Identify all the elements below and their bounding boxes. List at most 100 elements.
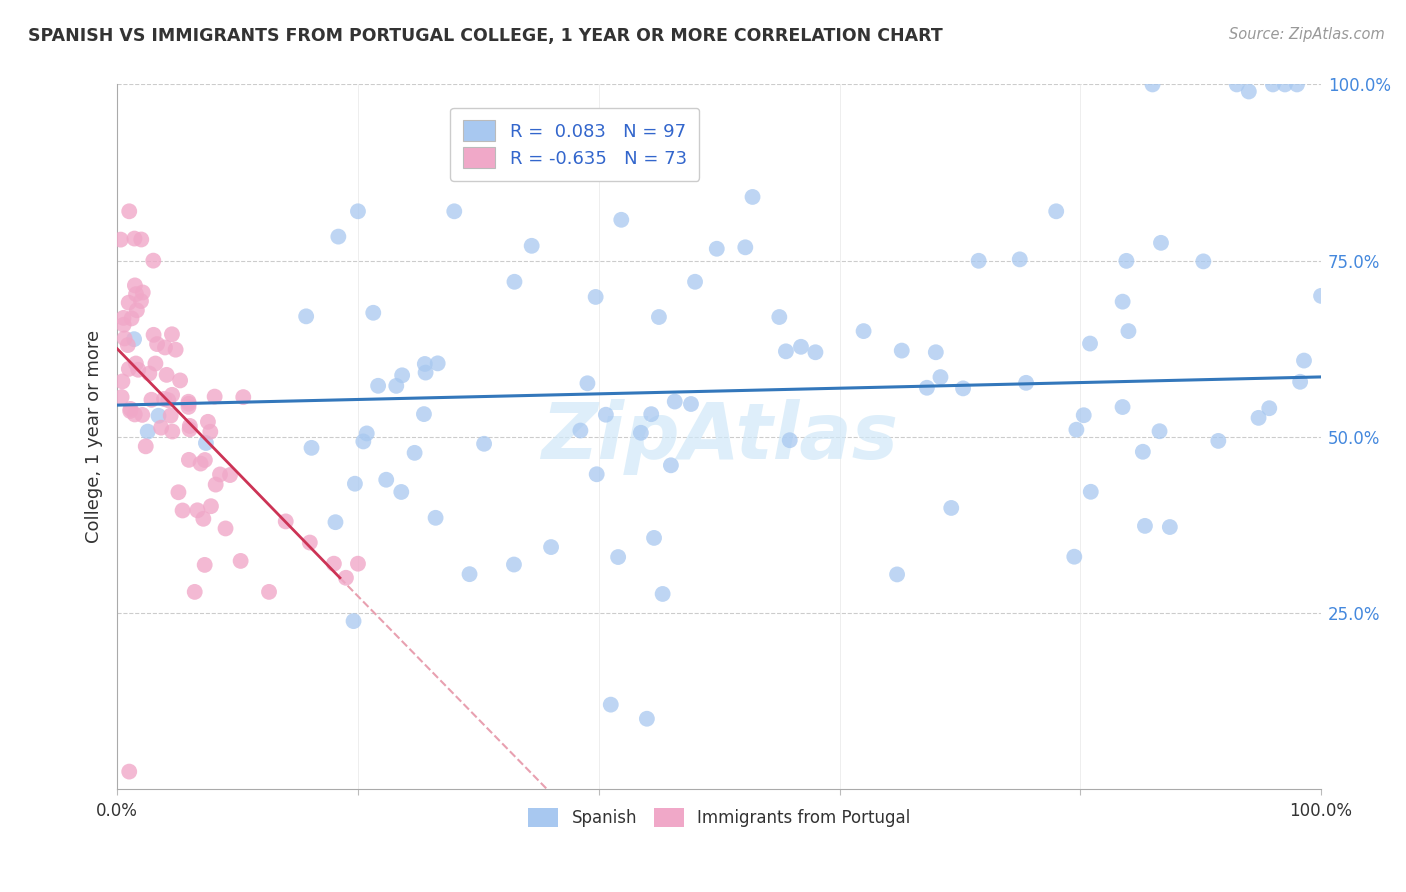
Point: [1015, 376, 1038, 390]
Point: [1292, 353, 1315, 368]
Point: [177, 397, 200, 411]
Point: [111, 375, 134, 389]
Point: [1118, 324, 1140, 338]
Point: [1285, 78, 1308, 92]
Point: [1142, 78, 1164, 92]
Point: [328, 229, 350, 244]
Point: [890, 343, 912, 358]
Point: [150, 420, 173, 434]
Point: [162, 425, 184, 439]
Point: [915, 381, 938, 395]
Point: [142, 253, 165, 268]
Point: [1073, 408, 1095, 422]
Point: [443, 204, 465, 219]
Point: [804, 345, 827, 359]
Point: [274, 515, 297, 529]
Point: [651, 587, 673, 601]
Point: [190, 457, 212, 471]
Point: [352, 434, 374, 449]
Point: [426, 356, 449, 370]
Point: [779, 434, 801, 448]
Point: [458, 567, 481, 582]
Text: SPANISH VS IMMIGRANTS FROM PORTUGAL COLLEGE, 1 YEAR OR MORE CORRELATION CHART: SPANISH VS IMMIGRANTS FROM PORTUGAL COLL…: [28, 27, 943, 45]
Point: [214, 521, 236, 535]
Point: [120, 404, 142, 418]
Point: [257, 585, 280, 599]
Point: [375, 473, 398, 487]
Point: [132, 285, 155, 300]
Point: [741, 190, 763, 204]
Point: [160, 388, 183, 402]
Point: [183, 585, 205, 599]
Point: [232, 390, 254, 404]
Point: [1208, 434, 1230, 448]
Point: [648, 310, 671, 324]
Point: [1159, 520, 1181, 534]
Point: [356, 426, 378, 441]
Point: [630, 425, 652, 440]
Point: [179, 422, 201, 436]
Point: [169, 373, 191, 387]
Point: [1192, 254, 1215, 268]
Point: [157, 393, 180, 408]
Point: [790, 340, 813, 354]
Point: [640, 407, 662, 421]
Point: [343, 476, 366, 491]
Point: [177, 394, 200, 409]
Point: [194, 436, 217, 450]
Point: [124, 278, 146, 293]
Point: [413, 357, 436, 371]
Point: [683, 275, 706, 289]
Point: [229, 554, 252, 568]
Point: [153, 392, 176, 406]
Point: [1274, 78, 1296, 92]
Point: [114, 331, 136, 345]
Point: [197, 415, 219, 429]
Point: [111, 390, 134, 404]
Point: [148, 409, 170, 423]
Point: [361, 306, 384, 320]
Point: [1289, 375, 1312, 389]
Point: [145, 357, 167, 371]
Point: [659, 458, 682, 473]
Point: [585, 290, 607, 304]
Point: [576, 376, 599, 391]
Point: [347, 557, 370, 571]
Point: [142, 327, 165, 342]
Point: [607, 549, 630, 564]
Point: [1310, 289, 1333, 303]
Point: [610, 212, 633, 227]
Point: [941, 500, 963, 515]
Point: [177, 453, 200, 467]
Legend: Spanish, Immigrants from Portugal: Spanish, Immigrants from Portugal: [522, 801, 917, 834]
Point: [425, 511, 447, 525]
Point: [1078, 336, 1101, 351]
Point: [153, 341, 176, 355]
Point: [138, 367, 160, 381]
Point: [852, 324, 875, 338]
Point: [194, 558, 217, 572]
Point: [775, 344, 797, 359]
Point: [172, 503, 194, 517]
Point: [110, 233, 132, 247]
Point: [1045, 204, 1067, 219]
Point: [136, 425, 159, 439]
Point: [643, 531, 665, 545]
Point: [1080, 484, 1102, 499]
Point: [131, 408, 153, 422]
Point: [385, 379, 408, 393]
Point: [120, 401, 142, 416]
Point: [1111, 400, 1133, 414]
Point: [952, 381, 974, 395]
Point: [1008, 252, 1031, 267]
Point: [599, 698, 621, 712]
Point: [135, 439, 157, 453]
Point: [118, 362, 141, 376]
Point: [193, 512, 215, 526]
Point: [125, 357, 148, 371]
Point: [595, 408, 617, 422]
Point: [117, 338, 139, 352]
Point: [121, 311, 143, 326]
Point: [118, 295, 141, 310]
Point: [569, 424, 592, 438]
